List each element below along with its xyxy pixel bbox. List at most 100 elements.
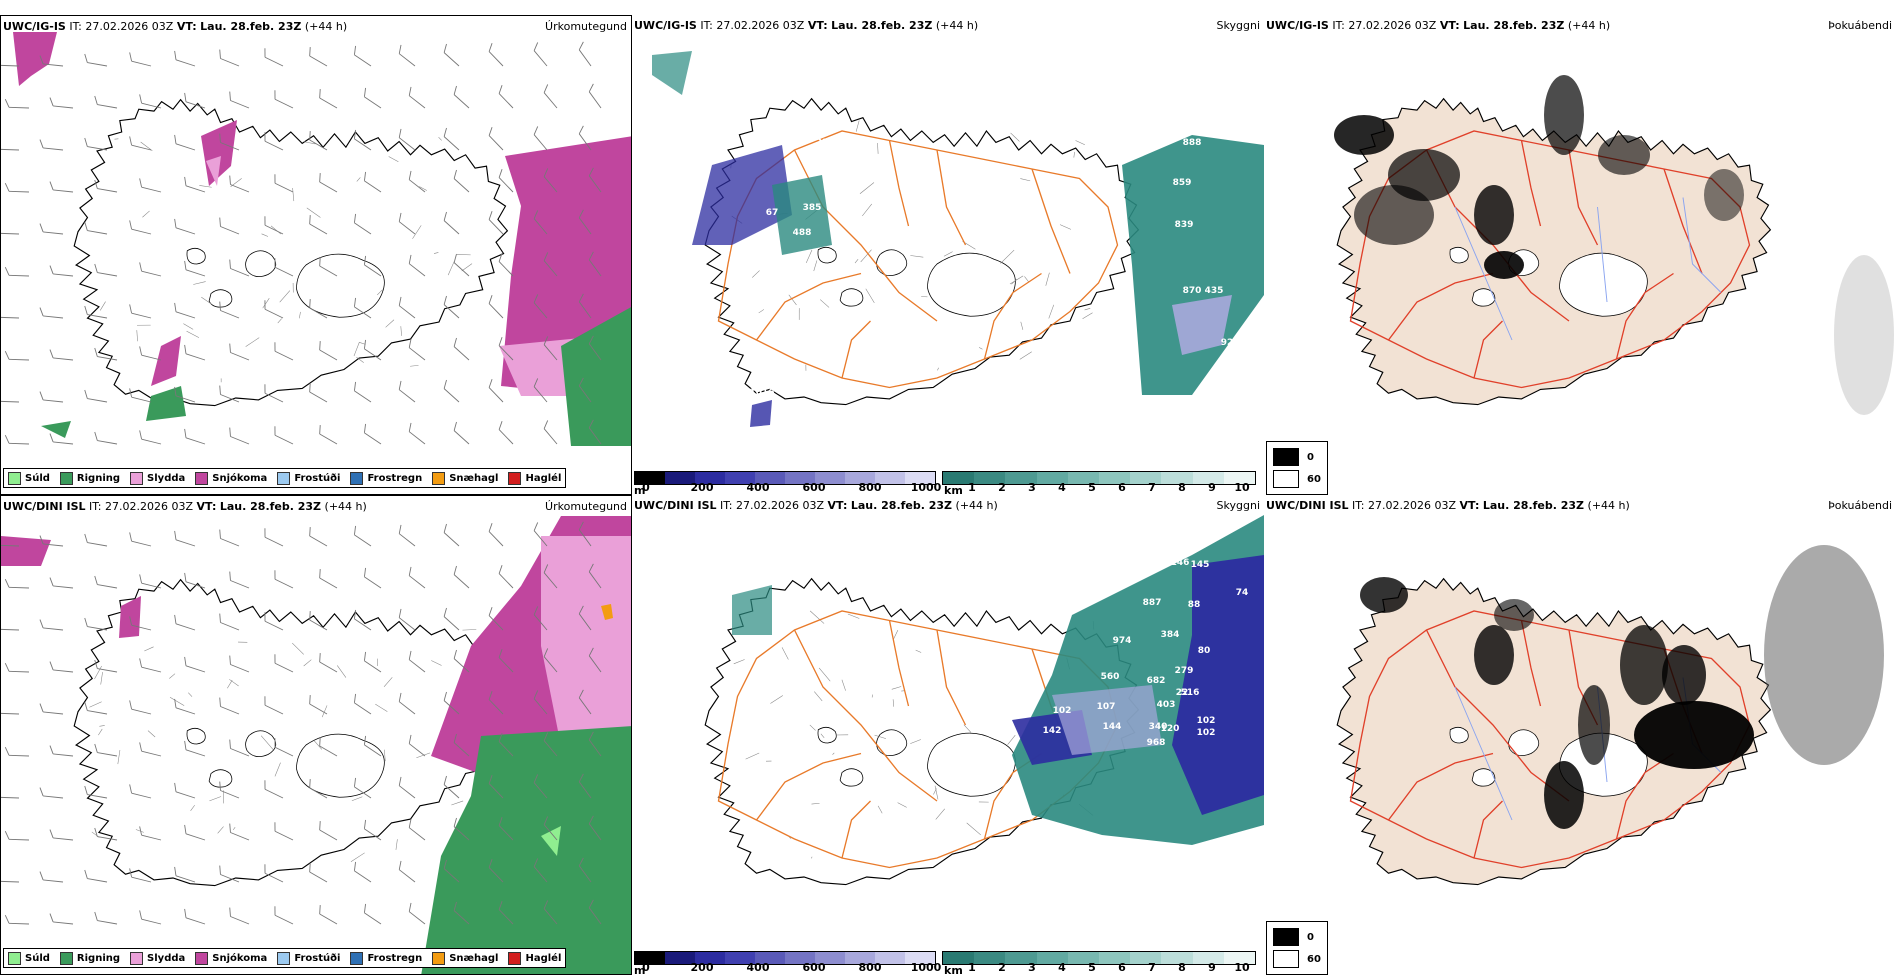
visibility-value: 488: [793, 228, 812, 238]
cloud-map: [1264, 15, 1896, 495]
legend-label: Súld: [25, 953, 50, 964]
wind-barb: [172, 51, 197, 66]
legend-swatch: [8, 952, 21, 965]
glacier-outline: [818, 727, 836, 743]
wind-barb: [451, 254, 474, 276]
cloud-legend-label: 0: [1307, 452, 1314, 463]
tick-label: 5: [1088, 481, 1096, 494]
precip-legend: SúldRigningSlyddaSnjókomaFrostúðiFrostre…: [3, 948, 566, 968]
wind-barb: [441, 212, 464, 234]
terrain-line: [1085, 308, 1091, 310]
terrain-line: [118, 750, 120, 764]
wind-barb: [93, 432, 118, 444]
wind-barb: [39, 140, 64, 150]
visibility-value: 145: [1191, 560, 1210, 570]
wind-barb: [83, 870, 108, 882]
road-line: [842, 321, 871, 378]
legend-item: Súld: [8, 472, 50, 485]
fog-patch: [1764, 545, 1884, 765]
wind-barb: [217, 698, 242, 714]
terrain-line: [855, 259, 858, 263]
wind-barb: [49, 662, 74, 672]
road-line: [795, 630, 938, 801]
wind-barb: [49, 914, 74, 924]
wind-barb: [172, 615, 197, 630]
visibility-value: 403: [1157, 700, 1176, 710]
wind-barb: [441, 608, 464, 630]
terrain-line: [811, 857, 812, 859]
terrain-line: [1011, 279, 1016, 284]
road-line: [985, 274, 1042, 360]
wind-barb: [1, 393, 19, 402]
wind-barb: [271, 426, 296, 444]
glacier-outline: [1509, 730, 1539, 756]
visibility-value: 67: [766, 208, 779, 218]
ceiling-panel-row2: UWC/DINI ISL IT: 27.02.2026 03Z VT: Lau.…: [632, 495, 1264, 975]
glacier-outline: [928, 733, 1016, 796]
wind-barb: [261, 384, 286, 402]
iceland-coastline: [705, 99, 1138, 405]
road-line: [937, 150, 966, 245]
visibility-value: 92: [1221, 338, 1234, 348]
wind-barb: [406, 255, 430, 276]
wind-barb: [217, 866, 242, 882]
wind-barb: [39, 392, 64, 402]
wind-barb: [93, 912, 118, 924]
wind-barb: [361, 88, 385, 108]
wind-barb: [451, 422, 474, 444]
wind-barb: [441, 128, 464, 150]
legend-item: Frostúði: [277, 472, 340, 485]
tick-label: 4: [1058, 481, 1066, 494]
terrain-line: [191, 805, 195, 811]
wind-barb: [261, 864, 286, 882]
wind-barb: [5, 579, 29, 588]
wind-barb: [128, 388, 153, 402]
wind-barb: [83, 702, 108, 714]
wind-barb: [182, 657, 207, 672]
wind-barb: [5, 747, 29, 756]
glacier-outline: [877, 730, 907, 756]
terrain-line: [351, 853, 365, 862]
wind-barb: [316, 821, 341, 840]
visibility-value: 859: [1173, 178, 1192, 188]
wind-barb: [182, 825, 207, 840]
legend-item: Rigning: [60, 952, 120, 965]
wind-barb: [261, 696, 286, 714]
wind-barb: [486, 295, 508, 318]
legend-swatch: [60, 952, 73, 965]
terrain-line: [263, 298, 270, 308]
cloud-legend-item: 60: [1273, 470, 1321, 488]
legend-item: Haglél: [508, 472, 561, 485]
wind-barb: [138, 658, 163, 672]
wind-barb: [396, 129, 420, 150]
visibility-value: 22: [1176, 688, 1189, 698]
wind-barb: [1, 309, 19, 318]
legend-item: Slydda: [130, 952, 185, 965]
wind-barb: [351, 694, 375, 714]
wind-barb: [217, 614, 242, 630]
fog-patch: [1620, 625, 1668, 705]
fog-patch: [1704, 169, 1744, 221]
wind-barb: [128, 868, 153, 882]
tick-label: 1000: [911, 481, 942, 494]
legend-swatch: [350, 472, 363, 485]
tick-label: 1000: [911, 961, 942, 974]
terrain-line: [821, 734, 824, 738]
terrain-line: [734, 660, 745, 664]
legend-swatch: [130, 952, 143, 965]
wind-barb: [406, 87, 430, 108]
terrain-line: [448, 261, 454, 275]
visibility-value: 974: [1113, 636, 1132, 646]
terrain-line: [936, 809, 945, 820]
road-line: [757, 754, 862, 821]
fog-patch: [1544, 75, 1584, 155]
wind-barb: [128, 136, 153, 150]
wind-barb: [93, 576, 118, 588]
wind-barb: [138, 574, 163, 588]
tick-label: 800: [859, 961, 882, 974]
wind-barb: [182, 909, 207, 924]
wind-barb: [227, 656, 252, 672]
terrain-line: [218, 827, 224, 834]
tick-label: 7: [1148, 961, 1156, 974]
road-line: [890, 141, 909, 227]
